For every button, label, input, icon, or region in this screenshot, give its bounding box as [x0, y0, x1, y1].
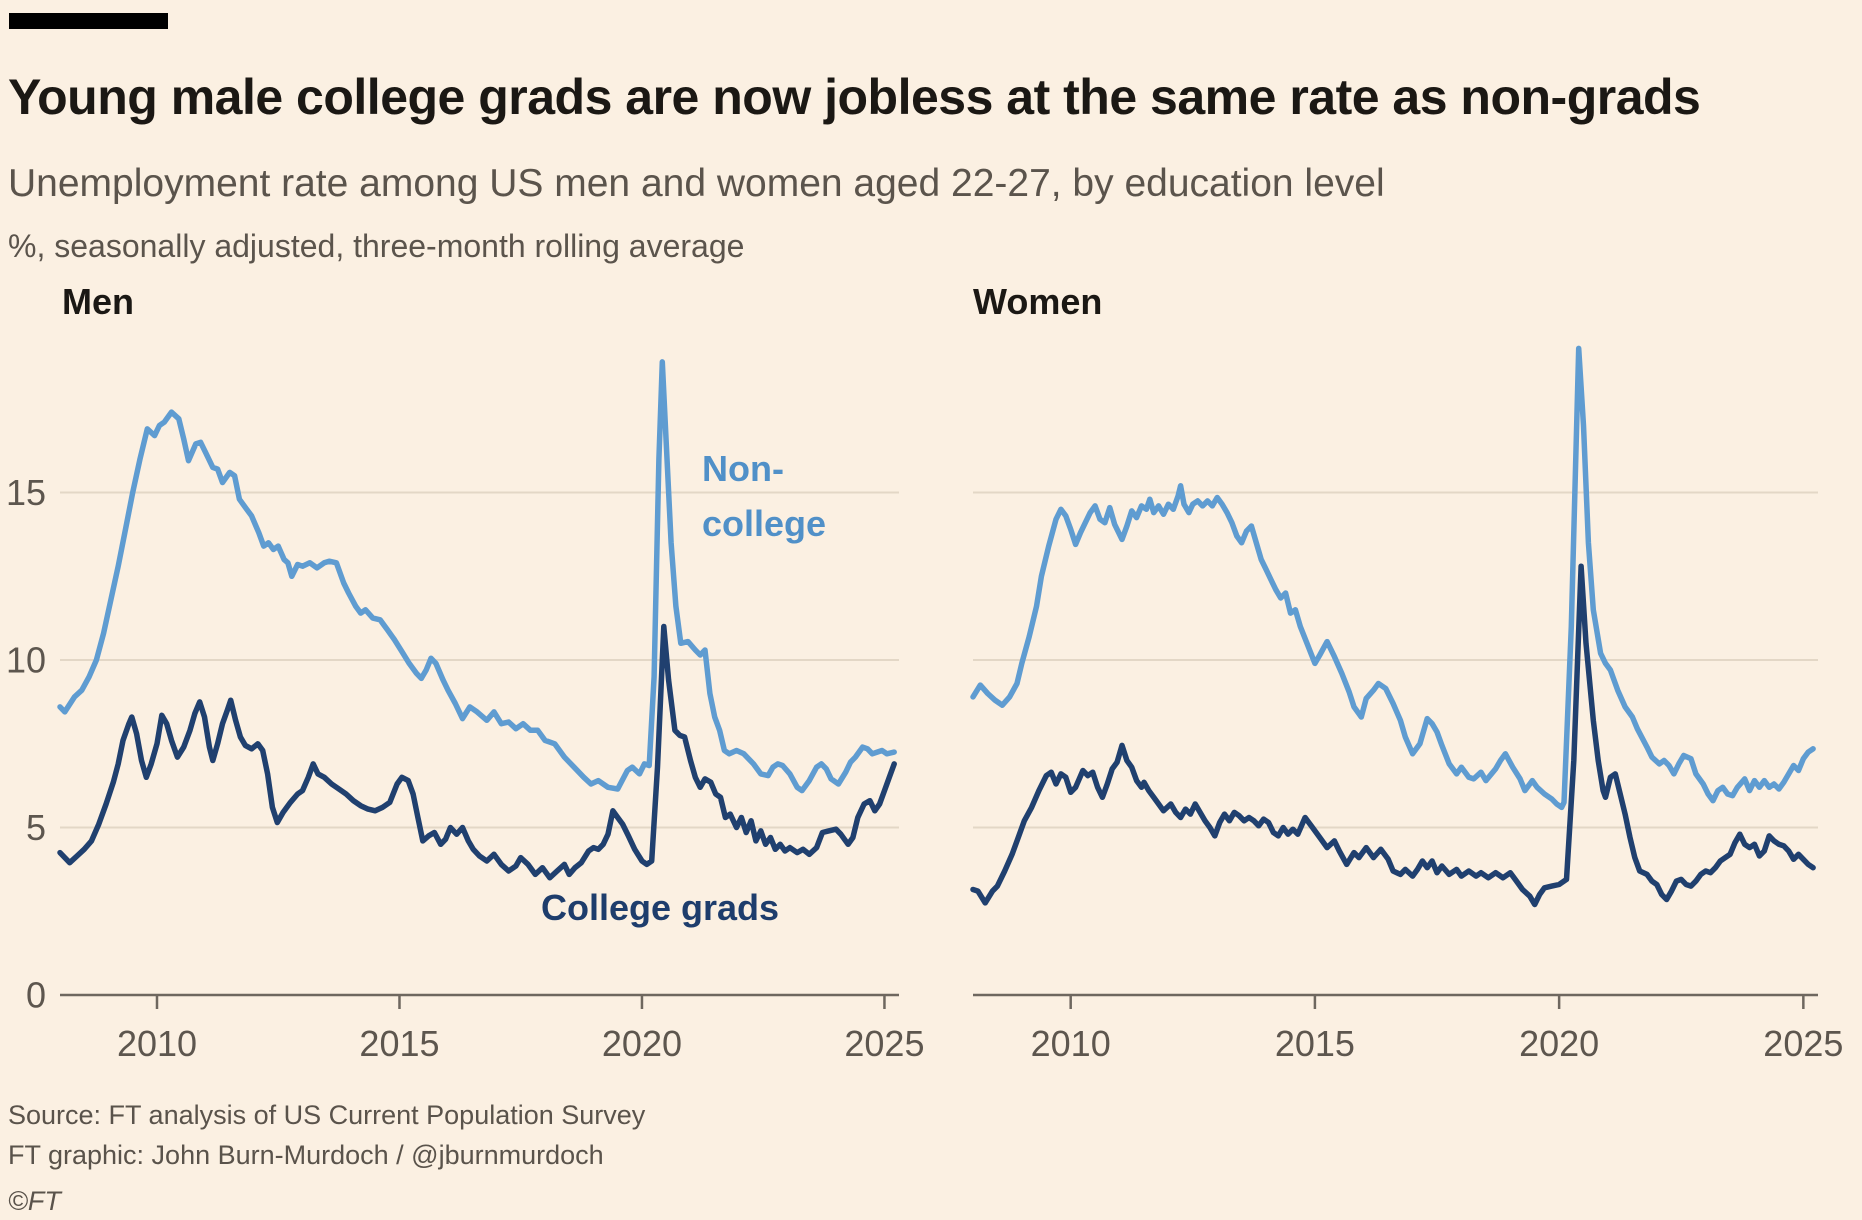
copyright-line: ©FT	[8, 1185, 61, 1216]
series-line-non-college	[970, 345, 1816, 811]
x-tick-label-2025: 2025	[1763, 1023, 1843, 1064]
y-tick-label-5: 5	[26, 807, 46, 848]
x-tick-label-2010: 2010	[117, 1023, 197, 1064]
y-tick-label-10: 10	[6, 640, 46, 681]
x-tick-label-2020: 2020	[1519, 1023, 1599, 1064]
series-annotation-0: Non-	[702, 448, 784, 489]
panel-title-men: Men	[62, 281, 134, 322]
x-tick-label-2015: 2015	[1275, 1023, 1355, 1064]
series-annotation-2: College grads	[541, 887, 779, 928]
series-line-college-grads	[57, 623, 897, 881]
source-line: Source: FT analysis of US Current Popula…	[8, 1100, 646, 1130]
chart-subtitle: Unemployment rate among US men and women…	[8, 162, 1385, 205]
chart-footer: Source: FT analysis of US Current Popula…	[8, 1096, 645, 1220]
series-annotation-1: college	[702, 503, 826, 544]
series-line-college-grads	[970, 563, 1816, 908]
x-tick-label-2025: 2025	[844, 1023, 924, 1064]
x-tick-label-2010: 2010	[1031, 1023, 1111, 1064]
y-tick-label-0: 0	[26, 975, 46, 1016]
series-line-non-college	[57, 359, 897, 794]
chart-units-note: %, seasonally adjusted, three-month roll…	[8, 228, 745, 264]
x-tick-label-2020: 2020	[602, 1023, 682, 1064]
chart-title: Young male college grads are now jobless…	[8, 69, 1701, 125]
ft-black-bar	[9, 13, 168, 29]
panel-title-women: Women	[973, 281, 1103, 322]
credit-line: FT graphic: John Burn-Murdoch / @jburnmu…	[8, 1139, 604, 1170]
y-tick-label-15: 15	[6, 472, 46, 513]
x-tick-label-2015: 2015	[359, 1023, 439, 1064]
